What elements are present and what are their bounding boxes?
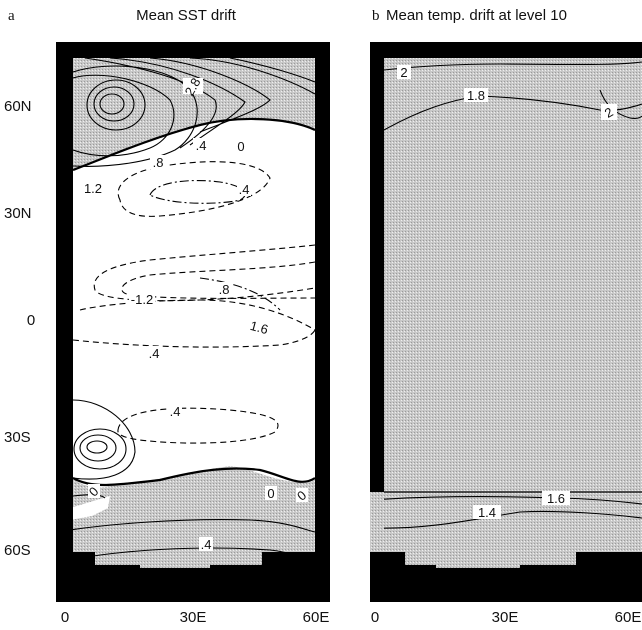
- y-tick-60s: 60S: [4, 542, 31, 559]
- panel-a-negative-region-south: [73, 496, 110, 520]
- panel-b-south-land: [370, 552, 642, 602]
- panel-b-x-tick-60e: 60E: [615, 609, 642, 626]
- y-tick-60n: 60N: [4, 98, 32, 115]
- panel-a: a Mean SST drift: [4, 7, 330, 626]
- panel-b-contour-label-1: 1.8: [467, 88, 485, 103]
- panel-b-contour-label-3: 1.6: [547, 491, 565, 506]
- panel-a-x-tick-60e: 60E: [303, 609, 330, 626]
- panel-a-zero-contour-north: [73, 117, 315, 172]
- panel-a-nw-positive-contours: [73, 58, 315, 167]
- panel-b-south-band: [370, 492, 642, 552]
- panel-b-contour-2-north: [384, 61, 642, 71]
- panel-a-contour-label-10: .4: [170, 404, 181, 419]
- panel-b-x-ticks: 0 30E 60E: [371, 609, 642, 626]
- panel-a-south-land: [56, 552, 330, 602]
- panel-b-x-tick-0: 0: [371, 609, 379, 626]
- panel-a-contour-label-14: .4: [201, 537, 212, 552]
- panel-a-contour-label-9: .4: [149, 346, 160, 361]
- panel-b-contour-1p4: [384, 510, 642, 529]
- y-tick-30s: 30S: [4, 429, 31, 446]
- panel-b-letter: b: [372, 8, 380, 24]
- panel-a-contour-label-8: 1.6: [248, 318, 269, 337]
- y-tick-0: 0: [27, 312, 35, 329]
- panel-a-contour-label-1: .4: [196, 138, 207, 153]
- panel-a-x-tick-0: 0: [61, 609, 69, 626]
- panel-a-title: Mean SST drift: [136, 7, 237, 24]
- panel-a-negative-region: [73, 118, 315, 488]
- panel-a-contour-label-5: .4: [239, 182, 250, 197]
- panel-b: b Mean temp. drift at level 10 2 1.8: [370, 7, 642, 626]
- y-tick-30n: 30N: [4, 205, 32, 222]
- panel-a-sw-positive-contours: [73, 399, 136, 480]
- panel-a-contour-label-12: 0: [267, 486, 274, 501]
- panel-a-plot: 2.8 .4 0 .8 1.2 .4 .8 -1.2 1.6 .4 .4 0 0…: [56, 42, 330, 602]
- panel-a-x-tick-30e: 30E: [180, 609, 207, 626]
- panel-a-contour-label-4: 1.2: [84, 181, 102, 196]
- panel-b-ocean: [384, 58, 642, 568]
- panel-b-contour-2-east: [599, 89, 642, 119]
- panel-a-x-ticks: 0 30E 60E: [61, 609, 330, 626]
- panel-a-zero-contour-south: [73, 467, 315, 487]
- panel-a-contour-label-6: .8: [219, 282, 230, 297]
- panel-a-south-land-edge: [56, 500, 73, 552]
- panel-b-title: Mean temp. drift at level 10: [386, 7, 567, 24]
- panel-a-contour-label-7: -1.2: [131, 292, 153, 307]
- panel-a-dashdot-contours: [149, 179, 281, 311]
- panel-a-y-ticks: 60N 30N 0 30S 60S: [4, 98, 35, 559]
- panel-a-letter: a: [8, 8, 15, 24]
- panel-b-contour-label-4: 1.4: [478, 505, 496, 520]
- panel-b-contour-label-0: 2: [400, 65, 407, 80]
- panel-b-plot: 2 1.8 2 1.6 1.4: [370, 42, 642, 602]
- panel-a-negative-contours: [73, 161, 315, 444]
- panel-a-contour-label-2: 0: [237, 139, 244, 154]
- panel-a-contour-label-3: .8: [153, 155, 164, 170]
- panel-b-x-tick-30e: 30E: [492, 609, 519, 626]
